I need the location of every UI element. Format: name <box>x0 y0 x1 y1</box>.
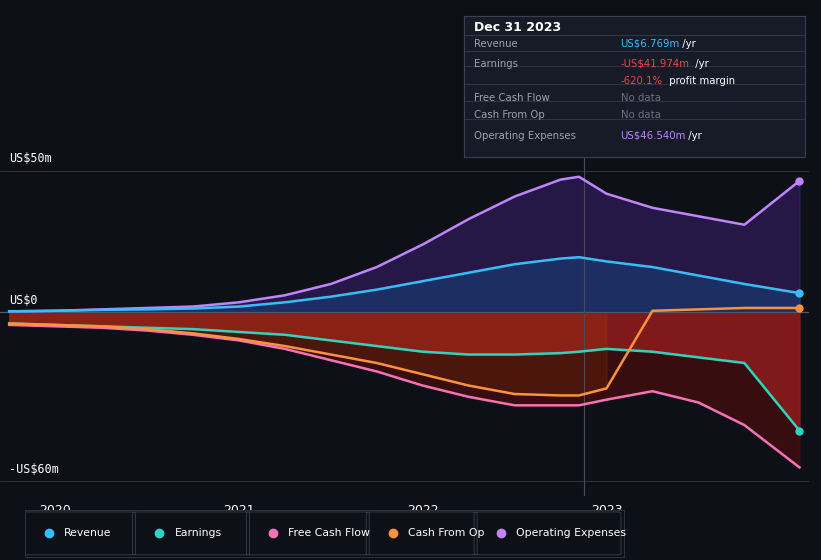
Text: US$50m: US$50m <box>9 152 52 166</box>
Text: Free Cash Flow: Free Cash Flow <box>474 92 550 102</box>
Text: Free Cash Flow: Free Cash Flow <box>288 529 370 538</box>
Text: Operating Expenses: Operating Expenses <box>516 529 626 538</box>
Text: -US$41.974m: -US$41.974m <box>621 59 690 69</box>
Text: Dec 31 2023: Dec 31 2023 <box>474 21 562 34</box>
Text: -US$60m: -US$60m <box>9 463 59 476</box>
Text: US$46.540m: US$46.540m <box>621 130 686 141</box>
Text: US$0: US$0 <box>9 293 38 306</box>
Text: /yr: /yr <box>679 39 695 49</box>
Text: profit margin: profit margin <box>667 76 736 86</box>
Text: Cash From Op: Cash From Op <box>474 110 545 120</box>
Text: /yr: /yr <box>686 130 702 141</box>
Text: /yr: /yr <box>691 59 709 69</box>
Text: US$6.769m: US$6.769m <box>621 39 680 49</box>
Text: No data: No data <box>621 92 661 102</box>
Text: Earnings: Earnings <box>474 59 518 69</box>
Text: Revenue: Revenue <box>474 39 518 49</box>
Text: Revenue: Revenue <box>63 529 111 538</box>
Text: Operating Expenses: Operating Expenses <box>474 130 576 141</box>
Text: No data: No data <box>621 110 661 120</box>
Text: Cash From Op: Cash From Op <box>408 529 484 538</box>
Text: -620.1%: -620.1% <box>621 76 663 86</box>
Text: Earnings: Earnings <box>175 529 222 538</box>
